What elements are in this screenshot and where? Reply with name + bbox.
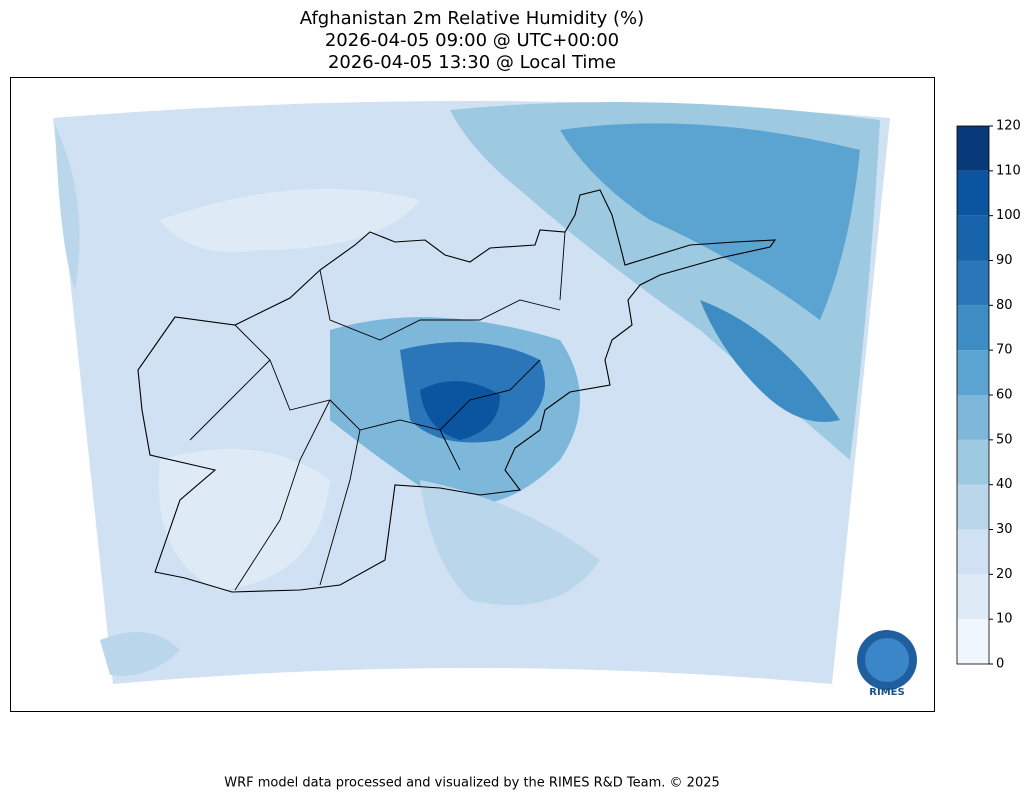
colorbar-band bbox=[957, 260, 989, 306]
colorbar-tick-label: 10 bbox=[996, 612, 1013, 627]
colorbar-tick-label: 110 bbox=[996, 163, 1021, 178]
colorbar-tick-label: 30 bbox=[996, 522, 1013, 537]
colorbar-tick-label: 100 bbox=[996, 208, 1021, 223]
map-field bbox=[53, 101, 890, 684]
footer: WRF model data processed and visualized … bbox=[224, 776, 720, 791]
colorbar-tick-label: 120 bbox=[996, 119, 1021, 134]
colorbar-band bbox=[957, 484, 989, 530]
title-line: 2026-04-05 13:30 @ Local Time bbox=[328, 52, 616, 73]
logo: RIMES bbox=[857, 630, 917, 698]
colorbar-band bbox=[957, 395, 989, 440]
colorbar-tick-label: 60 bbox=[996, 388, 1013, 403]
colorbar: 0 10 20 30 40 50 60 70 80 90 100 110 120 bbox=[956, 119, 1021, 672]
country-outline bbox=[137, 189, 777, 593]
colorbar-tick-label: 70 bbox=[996, 343, 1013, 358]
colorbar-tick-label: 90 bbox=[996, 253, 1013, 268]
colorbar-band bbox=[957, 350, 989, 395]
colorbar-tick-label: 0 bbox=[996, 657, 1004, 672]
colorbar-band bbox=[957, 305, 989, 351]
colorbar-band bbox=[957, 619, 989, 664]
logo-text: RIMES bbox=[869, 687, 904, 698]
colorbar-band bbox=[957, 215, 989, 261]
province-boundaries bbox=[189, 231, 566, 591]
colorbar-band bbox=[957, 439, 989, 485]
colorbar-band bbox=[957, 126, 989, 171]
colorbar-band bbox=[957, 529, 989, 575]
colorbar-band bbox=[957, 574, 989, 620]
colorbar-tick-label: 40 bbox=[996, 477, 1013, 492]
colorbar-tick-label: 50 bbox=[996, 432, 1013, 447]
title-line: 2026-04-05 09:00 @ UTC+00:00 bbox=[325, 30, 619, 51]
colorbar-band bbox=[957, 170, 989, 216]
title-line: Afghanistan 2m Relative Humidity (%) bbox=[300, 8, 644, 29]
colorbar-tick-label: 20 bbox=[996, 567, 1013, 582]
colorbar-tick-label: 80 bbox=[996, 298, 1013, 313]
